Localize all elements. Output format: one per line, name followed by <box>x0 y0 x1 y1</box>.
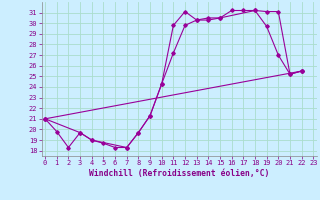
X-axis label: Windchill (Refroidissement éolien,°C): Windchill (Refroidissement éolien,°C) <box>89 169 269 178</box>
